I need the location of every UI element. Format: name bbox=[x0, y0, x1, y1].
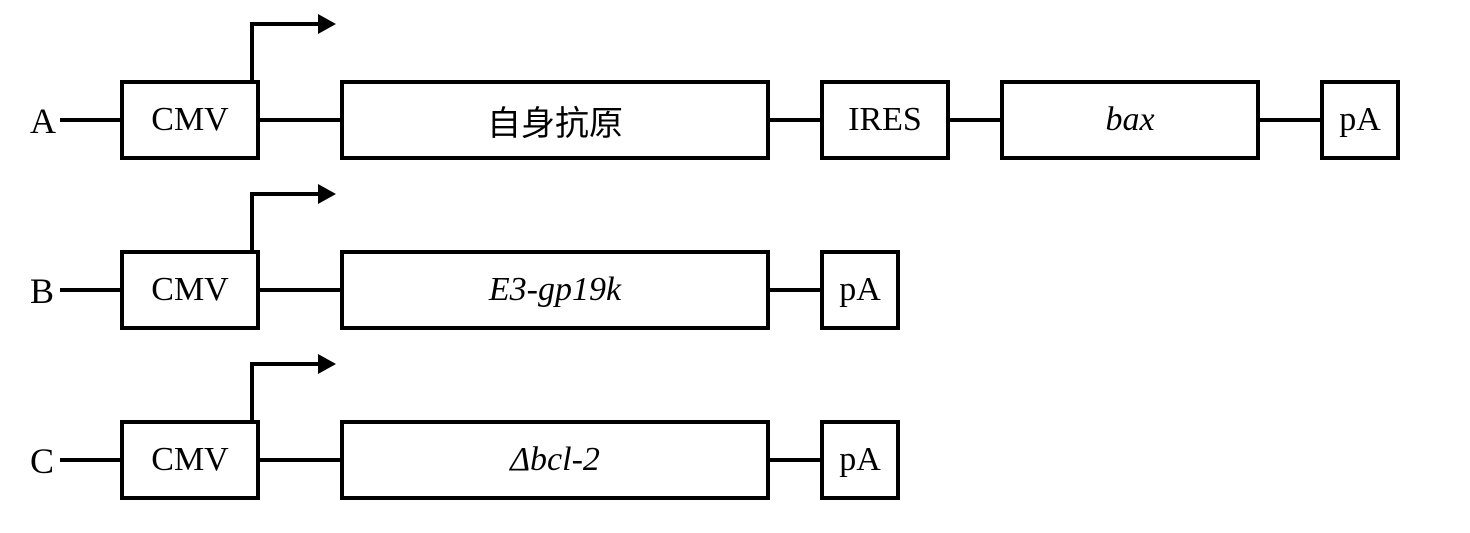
connector bbox=[770, 118, 820, 122]
dbcl2-text: Δbcl-2 bbox=[510, 441, 600, 479]
cmv-box: CMV bbox=[120, 250, 260, 330]
pa-text: pA bbox=[839, 441, 881, 479]
row-a-label: A bbox=[30, 100, 56, 142]
connector bbox=[260, 458, 340, 462]
connector bbox=[260, 288, 340, 292]
cmv-box: CMV bbox=[120, 420, 260, 500]
cmv-text: CMV bbox=[151, 441, 228, 479]
bax-text: bax bbox=[1105, 101, 1154, 139]
bax-box: bax bbox=[1000, 80, 1260, 160]
cmv-text: CMV bbox=[151, 101, 228, 139]
pa-box: pA bbox=[820, 250, 900, 330]
gene-construct-diagram: A CMV 自身抗原 IRES bax pA B CMV E3-gp19k pA… bbox=[20, 20, 1450, 513]
cmv-text: CMV bbox=[151, 271, 228, 309]
promoter-arrow-b-horiz bbox=[250, 192, 320, 196]
promoter-arrow-a-head bbox=[318, 14, 336, 34]
e3gp19k-box: E3-gp19k bbox=[340, 250, 770, 330]
connector bbox=[1260, 118, 1320, 122]
promoter-arrow-c-horiz bbox=[250, 362, 320, 366]
dbcl2-box: Δbcl-2 bbox=[340, 420, 770, 500]
connector bbox=[60, 458, 120, 462]
connector bbox=[60, 288, 120, 292]
promoter-arrow-b-vert bbox=[250, 192, 254, 250]
pa-text: pA bbox=[1339, 101, 1381, 139]
row-c-label: C bbox=[30, 440, 54, 482]
promoter-arrow-a-vert bbox=[250, 22, 254, 80]
connector bbox=[950, 118, 1000, 122]
promoter-arrow-c-vert bbox=[250, 362, 254, 420]
e3gp19k-text: E3-gp19k bbox=[489, 271, 621, 309]
connector bbox=[770, 288, 820, 292]
autoantigen-box: 自身抗原 bbox=[340, 80, 770, 160]
autoantigen-text: 自身抗原 bbox=[487, 96, 623, 145]
pa-box: pA bbox=[1320, 80, 1400, 160]
connector bbox=[260, 118, 340, 122]
pa-text: pA bbox=[839, 271, 881, 309]
connector bbox=[770, 458, 820, 462]
row-b-label: B bbox=[30, 270, 54, 312]
ires-box: IRES bbox=[820, 80, 950, 160]
promoter-arrow-a-horiz bbox=[250, 22, 320, 26]
cmv-box: CMV bbox=[120, 80, 260, 160]
promoter-arrow-b-head bbox=[318, 184, 336, 204]
promoter-arrow-c-head bbox=[318, 354, 336, 374]
pa-box: pA bbox=[820, 420, 900, 500]
connector bbox=[60, 118, 120, 122]
ires-text: IRES bbox=[848, 101, 922, 139]
